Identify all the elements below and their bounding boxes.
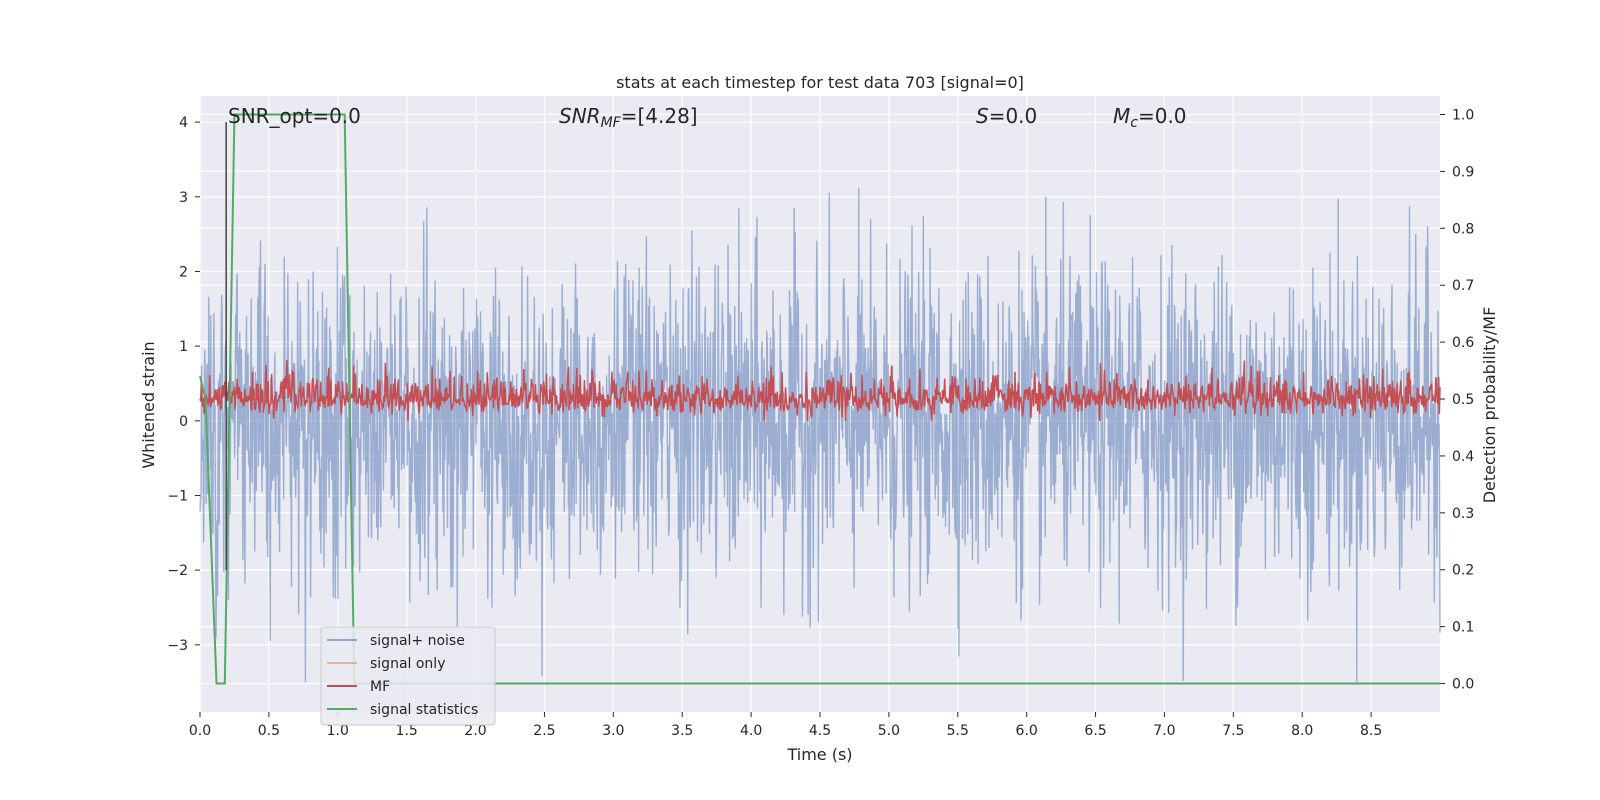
x-tick-label: 6.0 [1016, 723, 1038, 739]
legend: signal+ noise signal only MF signal stat… [320, 626, 496, 726]
y-left-axis-label: Whitened strain [139, 341, 158, 468]
x-tick-label: 7.5 [1222, 723, 1244, 739]
x-tick-label: 5.5 [947, 723, 969, 739]
x-tick-label: 3.0 [602, 723, 624, 739]
x-tick-label: 2.5 [533, 723, 555, 739]
x-tick-label: 7.0 [1153, 723, 1175, 739]
y-right-tick-label: 0.7 [1452, 278, 1474, 294]
x-tick-label: 4.0 [740, 723, 762, 739]
y-right-tick-label: 0.6 [1452, 335, 1474, 351]
annotation-s: S=0.0 [976, 104, 1037, 128]
legend-label-mf: MF [370, 679, 390, 695]
x-tick-label: 2.0 [464, 723, 486, 739]
legend-label-signal-noise: signal+ noise [370, 633, 465, 649]
x-tick-label: 6.5 [1084, 723, 1106, 739]
legend-box [320, 626, 496, 726]
x-tick-label: 5.0 [878, 723, 900, 739]
series-mf [199, 360, 1441, 421]
y-right-tick-label: 1.0 [1452, 107, 1474, 123]
y-right-tick-label: 0.3 [1452, 506, 1474, 522]
y-left-tick-label: 4 [179, 115, 188, 131]
x-axis-label: Time (s) [786, 745, 852, 764]
y-left-tick-labels: 4 3 2 1 0 −1 −2 −3 [167, 115, 200, 654]
x-tick-label: 0.0 [189, 723, 211, 739]
legend-label-signal-only: signal only [370, 656, 445, 672]
x-tick-label: 0.5 [258, 723, 280, 739]
line-signal-noise [199, 188, 1441, 683]
y-left-tick-label: 1 [179, 339, 188, 355]
x-tick-label: 1.0 [327, 723, 349, 739]
y-right-tick-label: 0.1 [1452, 620, 1474, 636]
x-tick-labels: 0.0 0.5 1.0 1.5 2.0 2.5 3.0 3.5 4.0 4.5 5.0 5.5 6.0 6… [189, 712, 1382, 739]
y-right-tick-label: 0.8 [1452, 221, 1474, 237]
y-right-tick-label: 0.2 [1452, 563, 1474, 579]
x-tick-label: 8.5 [1360, 723, 1382, 739]
y-left-tick-label: 0 [179, 414, 188, 430]
legend-label-signal-statistics: signal statistics [370, 702, 478, 718]
annotation-snr-opt: SNR_opt=0.0 [228, 104, 361, 128]
y-right-axis-label: Detection probability/MF [1480, 307, 1499, 504]
x-tick-label: 4.5 [809, 723, 831, 739]
y-left-tick-label: 2 [179, 264, 188, 280]
y-left-tick-label: −2 [167, 563, 188, 579]
y-right-tick-label: 0.0 [1452, 677, 1474, 693]
x-tick-label: 3.5 [671, 723, 693, 739]
x-tick-label: 1.5 [396, 723, 418, 739]
y-right-tick-label: 0.5 [1452, 392, 1474, 408]
annotation-mc: Mc=0.0 [1113, 104, 1187, 131]
annotation-snr-mf: SNRMF=[4.28] [559, 104, 698, 131]
y-left-tick-label: 3 [179, 190, 188, 206]
y-left-tick-label: −1 [167, 488, 188, 504]
x-tick-label: 8.0 [1291, 723, 1313, 739]
line-mf [199, 360, 1441, 421]
y-left-tick-label: −3 [167, 638, 188, 654]
y-right-tick-label: 0.9 [1452, 164, 1474, 180]
chart-title: stats at each timestep for test data 703… [616, 73, 1024, 92]
y-right-tick-label: 0.4 [1452, 449, 1474, 465]
y-right-tick-labels: 1.0 0.9 0.8 0.7 0.6 0.5 0.4 0.3 0.2 0.1 0.0 [1440, 107, 1474, 693]
series-signal-noise [199, 188, 1441, 683]
